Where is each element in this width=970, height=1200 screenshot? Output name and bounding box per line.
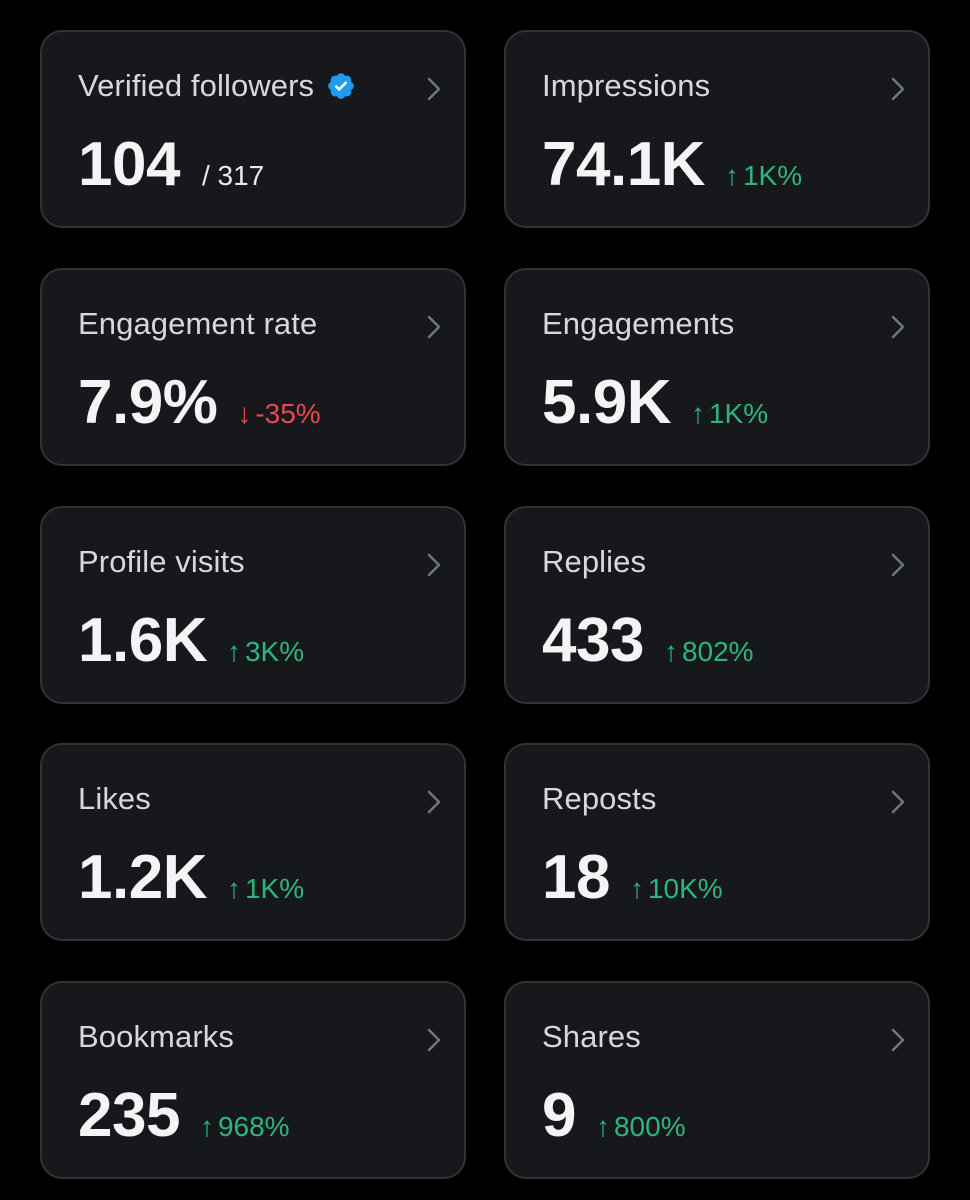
value-row: 5.9K ↑ 1K% [542,372,768,434]
arrow-up-icon: ↑ [690,398,705,429]
value-row: 7.9% ↓ -35% [78,372,321,434]
chevron-right-icon[interactable] [424,1025,444,1055]
card-label: Engagements [542,306,735,341]
metric-value: 9 [542,1081,576,1150]
card-label: Reposts [542,781,657,816]
arrow-up-icon: ↑ [629,873,644,904]
value-row: 1.2K ↑ 1K% [78,847,304,909]
card-likes[interactable]: Likes 1.2K ↑ 1K% [40,743,466,941]
card-replies[interactable]: Replies 433 ↑ 802% [504,506,930,704]
change-value: 1K% [708,398,769,429]
card-label: Verified followers [78,68,315,103]
metric-change: ↑ 800% [596,1111,686,1143]
arrow-up-icon: ↑ [663,636,678,667]
card-label: Replies [542,544,647,579]
metric-value: 18 [542,843,610,912]
change-value: 802% [681,636,754,667]
chevron-right-icon[interactable] [888,787,908,817]
arrow-down-icon: ↓ [237,398,252,429]
chevron-right-icon[interactable] [424,550,444,580]
card-label: Likes [78,781,151,816]
card-engagements[interactable]: Engagements 5.9K ↑ 1K% [504,268,930,466]
metric-value: 7.9% [78,368,218,437]
metric-value: 74.1K [542,130,705,199]
metric-value: 1.6K [78,606,207,675]
arrow-up-icon: ↑ [226,873,241,904]
metric-value: 104 [78,130,180,199]
chevron-right-icon[interactable] [888,312,908,342]
verified-badge-icon [328,73,354,99]
metric-value: 433 [542,606,644,675]
chevron-right-icon[interactable] [424,312,444,342]
card-label: Bookmarks [78,1019,234,1054]
arrow-up-icon: ↑ [226,636,241,667]
arrow-up-icon: ↑ [199,1111,214,1142]
card-bookmarks[interactable]: Bookmarks 235 ↑ 968% [40,981,466,1179]
metric-total: / 317 [201,160,265,191]
change-value: 1K% [742,160,803,191]
change-value: 800% [613,1111,686,1142]
metric-change: ↑ 1K% [691,398,768,430]
metric-value: 235 [78,1081,180,1150]
value-row: 1.6K ↑ 3K% [78,610,304,672]
change-value: 10K% [647,873,723,904]
chevron-right-icon[interactable] [888,74,908,104]
change-value: 968% [217,1111,290,1142]
metric-value: 5.9K [542,368,671,437]
card-profile-visits[interactable]: Profile visits 1.6K ↑ 3K% [40,506,466,704]
chevron-right-icon[interactable] [424,74,444,104]
metric-value: 1.2K [78,843,207,912]
chevron-right-icon[interactable] [888,1025,908,1055]
metric-change: ↑ 968% [200,1111,290,1143]
change-value: 1K% [244,873,305,904]
card-label: Engagement rate [78,306,318,341]
metric-change: ↓ -35% [237,398,320,430]
chevron-right-icon[interactable] [424,787,444,817]
card-label-wrap: Verified followers [78,68,356,104]
card-shares[interactable]: Shares 9 ↑ 800% [504,981,930,1179]
card-verified-followers[interactable]: Verified followers 104 / 317 [40,30,466,228]
value-row: 433 ↑ 802% [542,610,754,672]
metric-change: ↑ 10K% [630,873,723,905]
card-label: Profile visits [78,544,245,579]
metric-change: ↑ 1K% [227,873,304,905]
arrow-up-icon: ↑ [724,160,739,191]
value-row: 104 / 317 [78,134,264,196]
value-row: 74.1K ↑ 1K% [542,134,802,196]
metric-change: ↑ 1K% [725,160,802,192]
value-row: 18 ↑ 10K% [542,847,723,909]
metric-change: ↑ 3K% [227,636,304,668]
card-engagement-rate[interactable]: Engagement rate 7.9% ↓ -35% [40,268,466,466]
card-reposts[interactable]: Reposts 18 ↑ 10K% [504,743,930,941]
chevron-right-icon[interactable] [888,550,908,580]
change-value: 3K% [244,636,305,667]
metric-change: ↑ 802% [664,636,754,668]
card-label: Shares [542,1019,641,1054]
card-impressions[interactable]: Impressions 74.1K ↑ 1K% [504,30,930,228]
arrow-up-icon: ↑ [595,1111,610,1142]
card-label: Impressions [542,68,711,103]
value-row: 235 ↑ 968% [78,1085,290,1147]
value-row: 9 ↑ 800% [542,1085,686,1147]
change-value: -35% [255,398,321,429]
